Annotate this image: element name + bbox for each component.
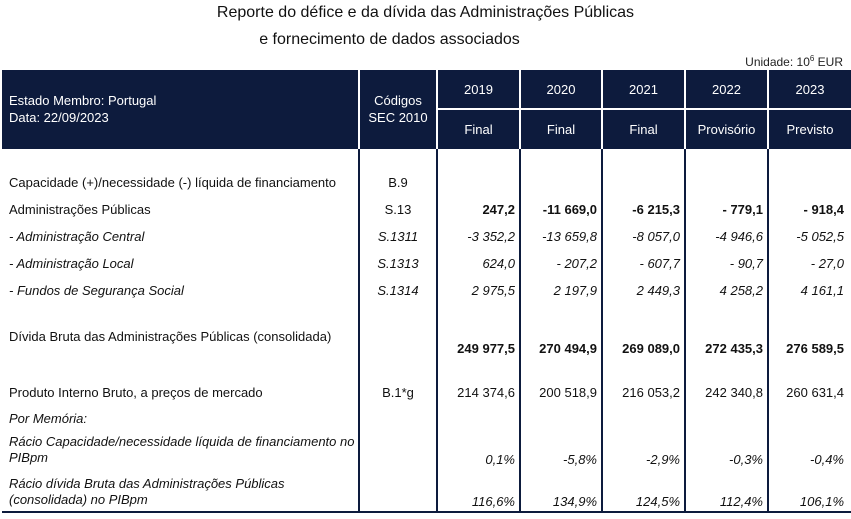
status-2021: Final (629, 122, 658, 137)
row-label-debt-ratio: Rácio dívida Bruta das Administrações Pú… (9, 476, 285, 491)
value-2019: 116,6% (471, 494, 515, 509)
value-2020: 200 518,9 (539, 385, 597, 400)
value-2023: 260 631,4 (786, 385, 844, 400)
value-2020: -11 669,0 (542, 202, 597, 217)
header-mid-line (438, 108, 851, 110)
row-label-deficit-ratio-line2: PIBpm (9, 450, 49, 465)
value-2019: 249 977,5 (457, 341, 515, 356)
value-2019: 624,0 (482, 256, 515, 271)
row-label-gdp: Produto Interno Bruto, a preços de merca… (9, 385, 263, 400)
column-divider (767, 149, 769, 511)
value-2023: 106,1% (799, 494, 844, 509)
value-2023: - 27,0 (810, 256, 844, 271)
unit-prefix: Unidade: 10 (745, 55, 810, 69)
report-title-line1: Reporte do défice e da dívida das Admini… (216, 4, 635, 21)
table-bottom-border (2, 511, 851, 513)
year-2019: 2019 (464, 82, 493, 97)
report-date: Data: 22/09/2023 (9, 110, 109, 125)
status-2022: Provisório (697, 122, 756, 137)
row-code: S.1311 (377, 229, 419, 244)
value-2022: -0,3% (729, 452, 763, 467)
row-label-debt-ratio-line2: (consolidada) no PIBpm (9, 492, 148, 507)
unit-suffix: EUR (814, 55, 843, 69)
row-label-net-lending: Capacidade (+)/necessidade (-) líquida d… (9, 175, 336, 190)
value-2019: -3 352,2 (467, 229, 515, 244)
value-2019: 2 975,5 (471, 283, 515, 298)
value-2021: -8 057,0 (632, 229, 680, 244)
value-2019: 214 374,6 (457, 385, 515, 400)
row-code: S.1314 (377, 283, 419, 298)
row-code: S.13 (384, 202, 412, 217)
row-label-gross-debt: Dívida Bruta das Administrações Públicas… (9, 329, 332, 344)
value-2022: 4 258,2 (719, 283, 763, 298)
value-2022: - 779,1 (722, 202, 763, 217)
value-2023: -0,4% (810, 452, 844, 467)
value-2019: 247,2 (482, 202, 515, 217)
value-2020: 270 494,9 (539, 341, 597, 356)
value-2023: 4 161,1 (800, 283, 844, 298)
unit-label: Unidade: 106 EUR (745, 54, 843, 69)
value-2023: - 918,4 (803, 202, 844, 217)
row-label-deficit-ratio: Rácio Capacidade/necessidade líquida de … (9, 434, 355, 449)
value-2021: 269 089,0 (622, 341, 680, 356)
table-header: Estado Membro: Portugal Data: 22/09/2023… (2, 70, 851, 149)
column-divider (519, 149, 521, 511)
row-code: B.9 (388, 175, 408, 190)
column-divider (601, 149, 603, 511)
header-divider (436, 70, 438, 149)
value-2021: -6 215,3 (632, 202, 680, 217)
column-divider (436, 149, 438, 511)
value-2021: 216 053,2 (622, 385, 680, 400)
value-2023: 276 589,5 (786, 341, 844, 356)
value-2021: -2,9% (646, 452, 680, 467)
unit-exponent: 6 (809, 54, 815, 63)
value-2021: 124,5% (635, 494, 680, 509)
row-label-memo: Por Memória: (9, 411, 88, 426)
row-code: B.1*g (382, 385, 414, 400)
column-divider (684, 149, 686, 511)
value-2022: -4 946,6 (715, 229, 763, 244)
row-code: S.1313 (377, 256, 419, 271)
status-2020: Final (546, 122, 576, 137)
value-2020: 2 197,9 (553, 283, 597, 298)
year-2022: 2022 (712, 82, 741, 97)
value-2020: -5,8% (563, 452, 597, 467)
header-divider (358, 70, 360, 149)
year-2021: 2021 (629, 82, 658, 97)
column-divider (358, 149, 360, 511)
value-2021: 2 449,3 (636, 283, 680, 298)
value-2023: -5 052,5 (796, 229, 844, 244)
member-state: Estado Membro: Portugal (9, 93, 157, 108)
year-2020: 2020 (546, 82, 576, 97)
report-title-line2: e fornecimento de dados associados (259, 31, 520, 48)
row-label-local-admin: - Administração Local (9, 256, 134, 271)
value-2022: 272 435,3 (705, 341, 763, 356)
value-2021: - 607,7 (639, 256, 680, 271)
value-2020: 134,9% (552, 494, 597, 509)
value-2020: - 207,2 (556, 256, 597, 271)
codes-header-line2: SEC 2010 (368, 110, 428, 125)
value-2022: 112,4% (719, 494, 763, 509)
status-2023: Previsto (786, 122, 834, 137)
codes-header-line1: Códigos (374, 93, 422, 108)
value-2020: -13 659,8 (542, 229, 597, 244)
row-label-central-admin: - Administração Central (9, 229, 145, 244)
row-label-general-government: Administrações Públicas (9, 202, 151, 217)
status-2019: Final (464, 122, 493, 137)
row-label-social-security: - Fundos de Segurança Social (9, 283, 184, 298)
value-2022: 242 340,8 (705, 385, 763, 400)
year-2023: 2023 (795, 82, 825, 97)
value-2019: 0,1% (485, 452, 515, 467)
value-2022: - 90,7 (729, 256, 763, 271)
